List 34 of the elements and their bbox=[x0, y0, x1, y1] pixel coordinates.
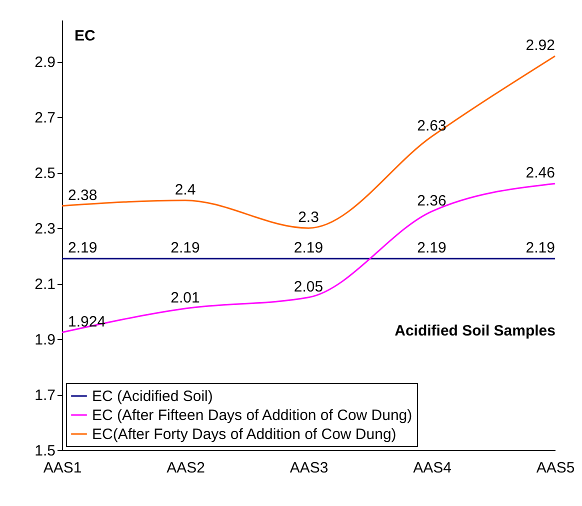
x-tick-label: AAS3 bbox=[290, 460, 328, 476]
data-label: 2.36 bbox=[417, 192, 446, 210]
x-tick-label: AAS2 bbox=[166, 460, 205, 476]
x-tick-label: AAS5 bbox=[536, 460, 575, 476]
y-tick-label: 2.9 bbox=[34, 54, 56, 72]
y-tick-label: 2.5 bbox=[34, 165, 56, 182]
line-series bbox=[61, 55, 556, 229]
y-tick-label: 2.7 bbox=[34, 110, 56, 127]
data-label: 1.924 bbox=[68, 313, 106, 330]
data-label: 2.19 bbox=[417, 240, 446, 257]
data-label: 2.01 bbox=[170, 290, 200, 307]
data-label: 2.4 bbox=[174, 181, 196, 198]
data-label: 2.19 bbox=[526, 240, 555, 257]
y-tick-label: 2.3 bbox=[34, 220, 56, 238]
y-tick-label: 2.1 bbox=[34, 276, 56, 294]
y-tick-label: 1.9 bbox=[34, 332, 56, 349]
x-tick-label: AAS1 bbox=[43, 460, 82, 476]
legend-label: EC (Acidified Soil) bbox=[92, 388, 213, 405]
y-tick-label: 1.7 bbox=[34, 387, 56, 404]
x-tick-label: AAS4 bbox=[413, 460, 452, 476]
data-label: 2.19 bbox=[294, 240, 324, 257]
data-label: 2.19 bbox=[170, 240, 200, 257]
legend-label: EC(After Forty Days of Addition of Cow Dung) bbox=[92, 426, 396, 443]
data-label: 2.05 bbox=[294, 278, 324, 296]
y-axis-title: EC bbox=[74, 28, 96, 44]
data-label: 2.3 bbox=[298, 209, 319, 226]
y-tick-label: 1.5 bbox=[34, 442, 56, 460]
data-label: 2.46 bbox=[526, 164, 555, 182]
data-label: 2.38 bbox=[68, 186, 98, 204]
data-label: 2.92 bbox=[526, 37, 555, 54]
x-axis-title: Acidified Soil Samples bbox=[394, 322, 556, 340]
data-label: 2.19 bbox=[68, 240, 98, 257]
legend-label: EC (After Fifteen Days of Addition of Cow Dung) bbox=[92, 407, 412, 424]
data-label: 2.63 bbox=[417, 118, 446, 135]
